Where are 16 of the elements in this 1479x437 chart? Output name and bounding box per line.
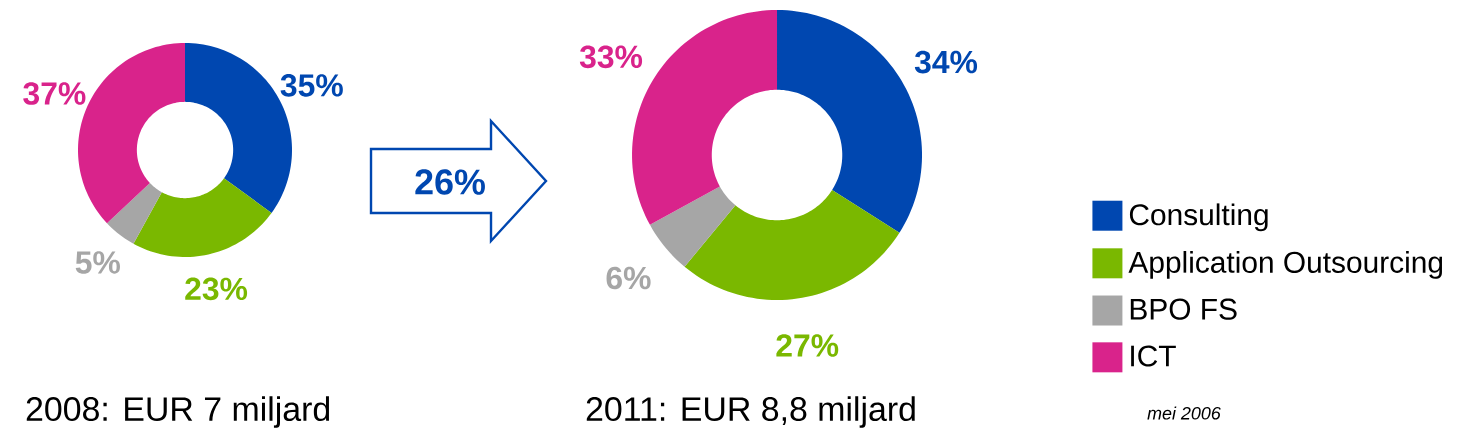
data-label: 35%: [280, 74, 343, 97]
text: 2008: EUR 7 miljard: [26, 396, 330, 428]
text: 26%: [415, 169, 485, 195]
legend-label: ICT: [1131, 345, 1176, 367]
data-label: 34%: [914, 50, 978, 74]
legend-label: Application Outsourcing: [1128, 250, 1443, 279]
data-label: 23%: [185, 277, 248, 301]
text: 2011: EUR 8,8 miljard: [586, 396, 915, 428]
text: mei 2006: [1147, 406, 1221, 420]
data-label: 33%: [579, 45, 643, 69]
data-label: 5%: [75, 251, 120, 274]
data-label: 6%: [606, 266, 651, 290]
legend-label: BPO FS: [1130, 298, 1237, 320]
legend-label: Consulting: [1129, 203, 1268, 232]
data-label: 37%: [23, 82, 86, 105]
data-label: 27%: [776, 334, 839, 357]
